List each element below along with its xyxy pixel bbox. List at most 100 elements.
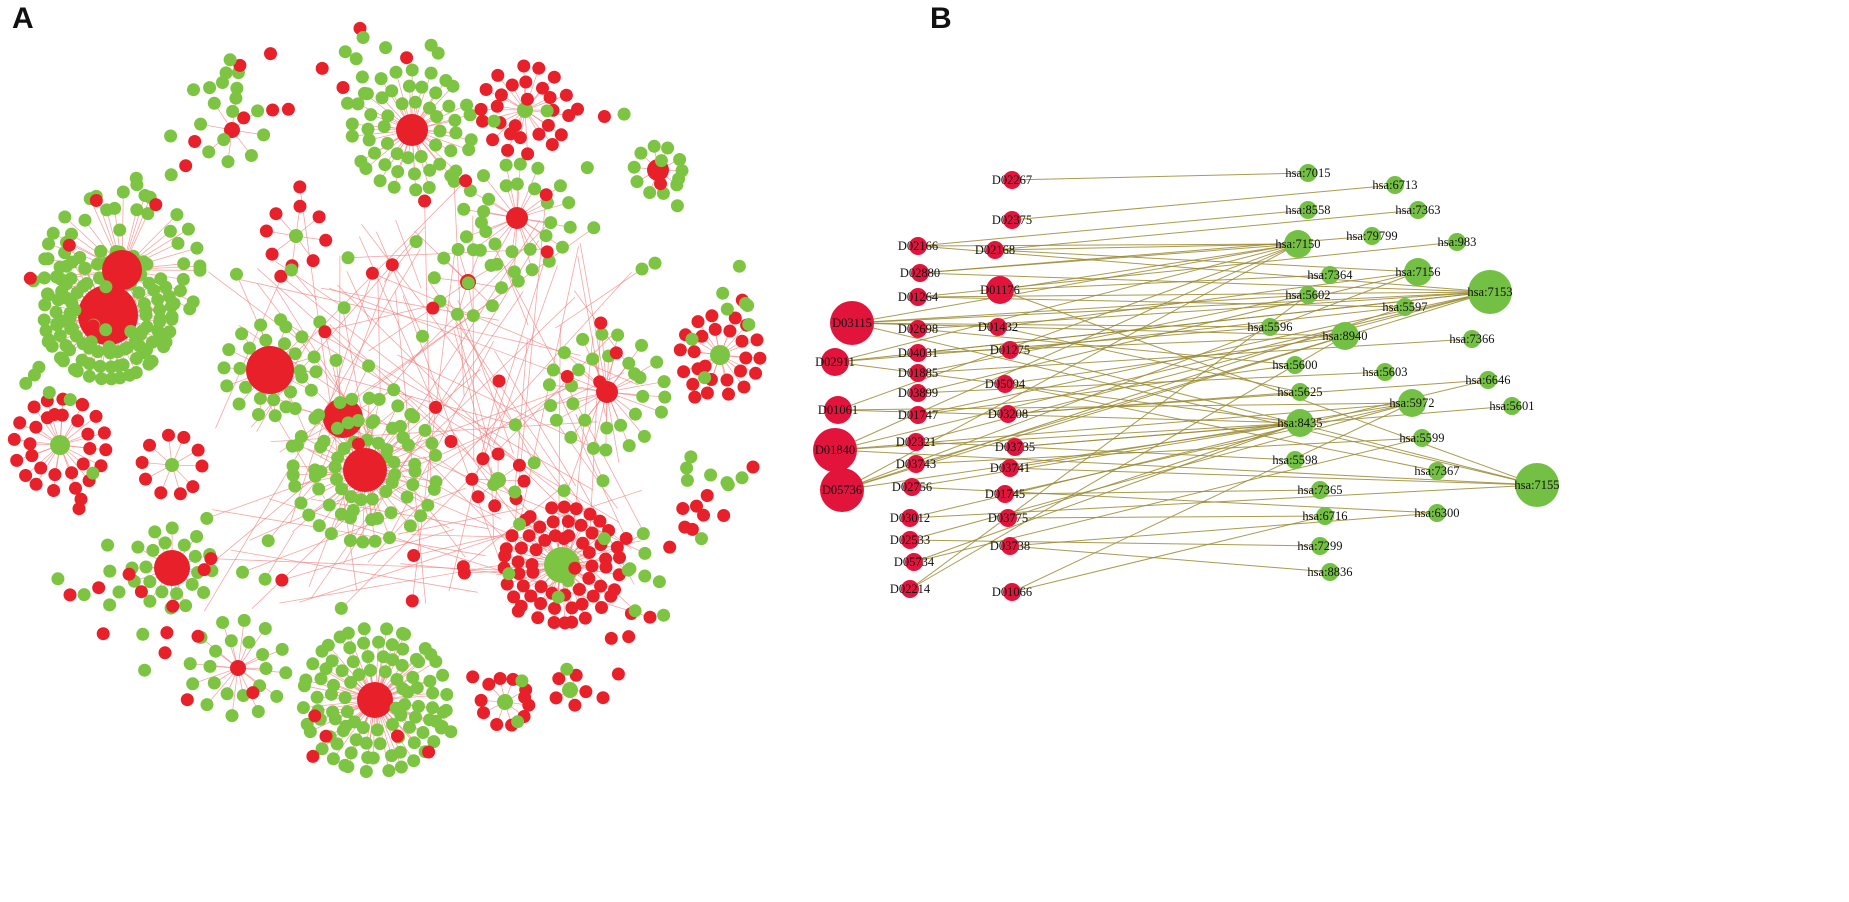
peripheral-node — [246, 686, 260, 700]
peripheral-node — [720, 302, 734, 316]
target-node — [294, 496, 308, 510]
target-node — [233, 361, 247, 375]
target-node — [412, 655, 426, 669]
target-node — [225, 709, 239, 723]
target-node — [209, 644, 223, 658]
target-node — [354, 154, 368, 168]
target-node — [139, 560, 153, 574]
target-node — [142, 357, 156, 371]
peripheral-node — [685, 332, 699, 346]
target-node — [499, 179, 513, 193]
drug-label: D05736 — [822, 483, 862, 497]
target-node — [463, 108, 477, 122]
peripheral-node — [720, 476, 734, 490]
peripheral-node — [223, 53, 237, 67]
drug-node — [500, 577, 514, 591]
target-node — [374, 72, 388, 86]
target-node — [341, 416, 355, 430]
target-node — [140, 320, 154, 334]
target-node — [637, 429, 651, 443]
target-node — [422, 181, 436, 194]
drug-node — [585, 526, 599, 540]
target-node — [338, 758, 352, 772]
target-node — [657, 375, 671, 389]
target-node — [449, 126, 463, 140]
drug-node — [579, 685, 593, 699]
target-node — [457, 202, 471, 216]
drug-node — [821, 348, 849, 376]
target-node — [354, 493, 368, 507]
target-node — [335, 482, 349, 496]
drug-target-edge — [1004, 489, 1321, 495]
drug-node — [7, 432, 21, 446]
network-edge — [413, 533, 507, 556]
target-node — [306, 657, 320, 671]
network-node — [334, 601, 348, 615]
panel-a-letter: A — [12, 2, 34, 35]
drug-node — [543, 91, 557, 104]
target-label: hsa:5597 — [1382, 300, 1427, 314]
drug-node — [673, 343, 687, 357]
drug-node — [575, 597, 589, 611]
target-node — [344, 490, 358, 504]
target-node — [330, 472, 343, 486]
peripheral-node — [685, 522, 699, 536]
target-node — [359, 765, 373, 778]
network-node — [643, 610, 657, 624]
drug-target-edge — [851, 243, 1299, 324]
target-node — [73, 251, 87, 264]
target-node — [237, 613, 251, 627]
network-node — [197, 563, 211, 577]
target-node — [477, 205, 491, 218]
peripheral-node — [389, 701, 403, 715]
target-node — [357, 636, 371, 650]
drug-target-edge — [841, 422, 1301, 491]
drug-node — [999, 405, 1017, 423]
target-label: hsa:7150 — [1275, 237, 1320, 251]
peripheral-node — [611, 667, 625, 681]
drug-node — [734, 364, 747, 378]
peripheral-node — [429, 714, 443, 728]
target-node — [243, 341, 256, 355]
drug-node — [269, 207, 283, 221]
target-node — [531, 161, 545, 175]
target-node — [302, 508, 316, 522]
target-node — [54, 272, 68, 286]
peripheral-node — [654, 154, 668, 168]
target-node — [539, 229, 553, 243]
network-node — [557, 532, 571, 545]
drug-node — [265, 247, 279, 261]
target-node — [658, 390, 672, 404]
drug-target-edge — [917, 271, 1419, 394]
peripheral-node — [149, 198, 163, 212]
target-node — [56, 314, 70, 328]
drug-node — [532, 127, 546, 141]
target-node — [312, 482, 326, 496]
target-node — [611, 328, 625, 342]
peripheral-node — [580, 161, 594, 175]
drug-node — [177, 430, 191, 444]
target-label: hsa:7299 — [1297, 539, 1342, 553]
network-edge — [329, 324, 636, 612]
target-node — [401, 151, 415, 165]
target-label: hsa:7367 — [1414, 464, 1459, 478]
target-node — [380, 443, 394, 457]
target-node — [1321, 266, 1339, 284]
drug-target-edge — [997, 271, 1419, 328]
drug-node — [536, 81, 549, 95]
peripheral-node — [48, 408, 62, 421]
drug-node — [34, 461, 48, 475]
network-edge — [377, 267, 381, 400]
target-node — [362, 359, 376, 373]
target-label: hsa:5603 — [1362, 365, 1407, 379]
network-node — [593, 375, 607, 389]
target-node — [190, 530, 204, 543]
target-node — [363, 663, 377, 677]
network-node — [502, 567, 516, 581]
drug-target-edge — [911, 422, 1301, 488]
drug-node — [306, 254, 320, 268]
drug-target-edge — [841, 291, 1491, 491]
drug-node — [319, 233, 333, 247]
target-node — [627, 160, 641, 174]
peripheral-node — [103, 564, 117, 578]
